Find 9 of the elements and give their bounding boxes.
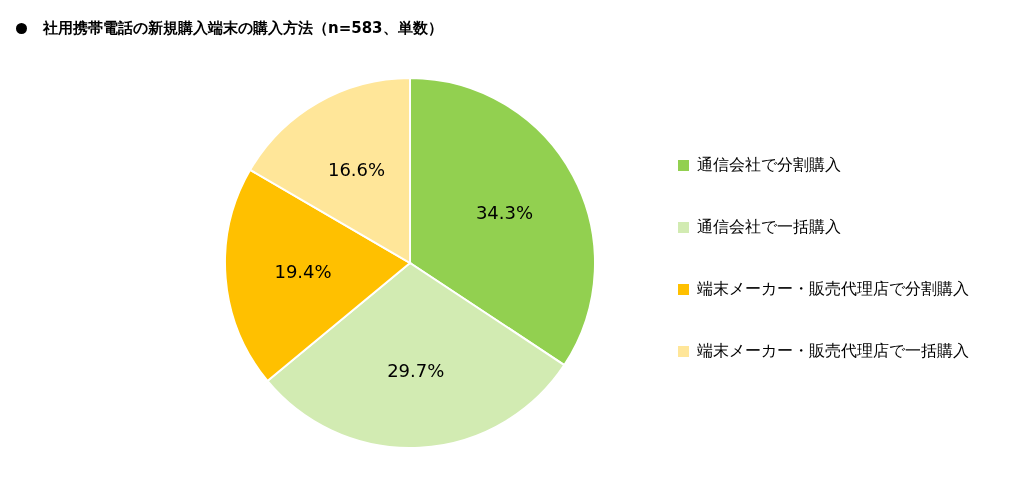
data-label: 29.7%	[387, 359, 445, 381]
data-label: 34.3%	[475, 201, 534, 223]
data-label: 16.6%	[327, 159, 386, 181]
chart-title: 社用携帯電話の新規購入端末の購入方法（n=583、単数）	[43, 18, 443, 38]
legend-label: 端末メーカー・販売代理店で一括購入	[697, 340, 969, 362]
legend-label: 通信会社で一括購入	[697, 216, 841, 238]
legend-label: 端末メーカー・販売代理店で分割購入	[697, 278, 969, 300]
legend-label: 通信会社で分割購入	[697, 154, 841, 176]
data-label: 19.4%	[274, 261, 332, 283]
